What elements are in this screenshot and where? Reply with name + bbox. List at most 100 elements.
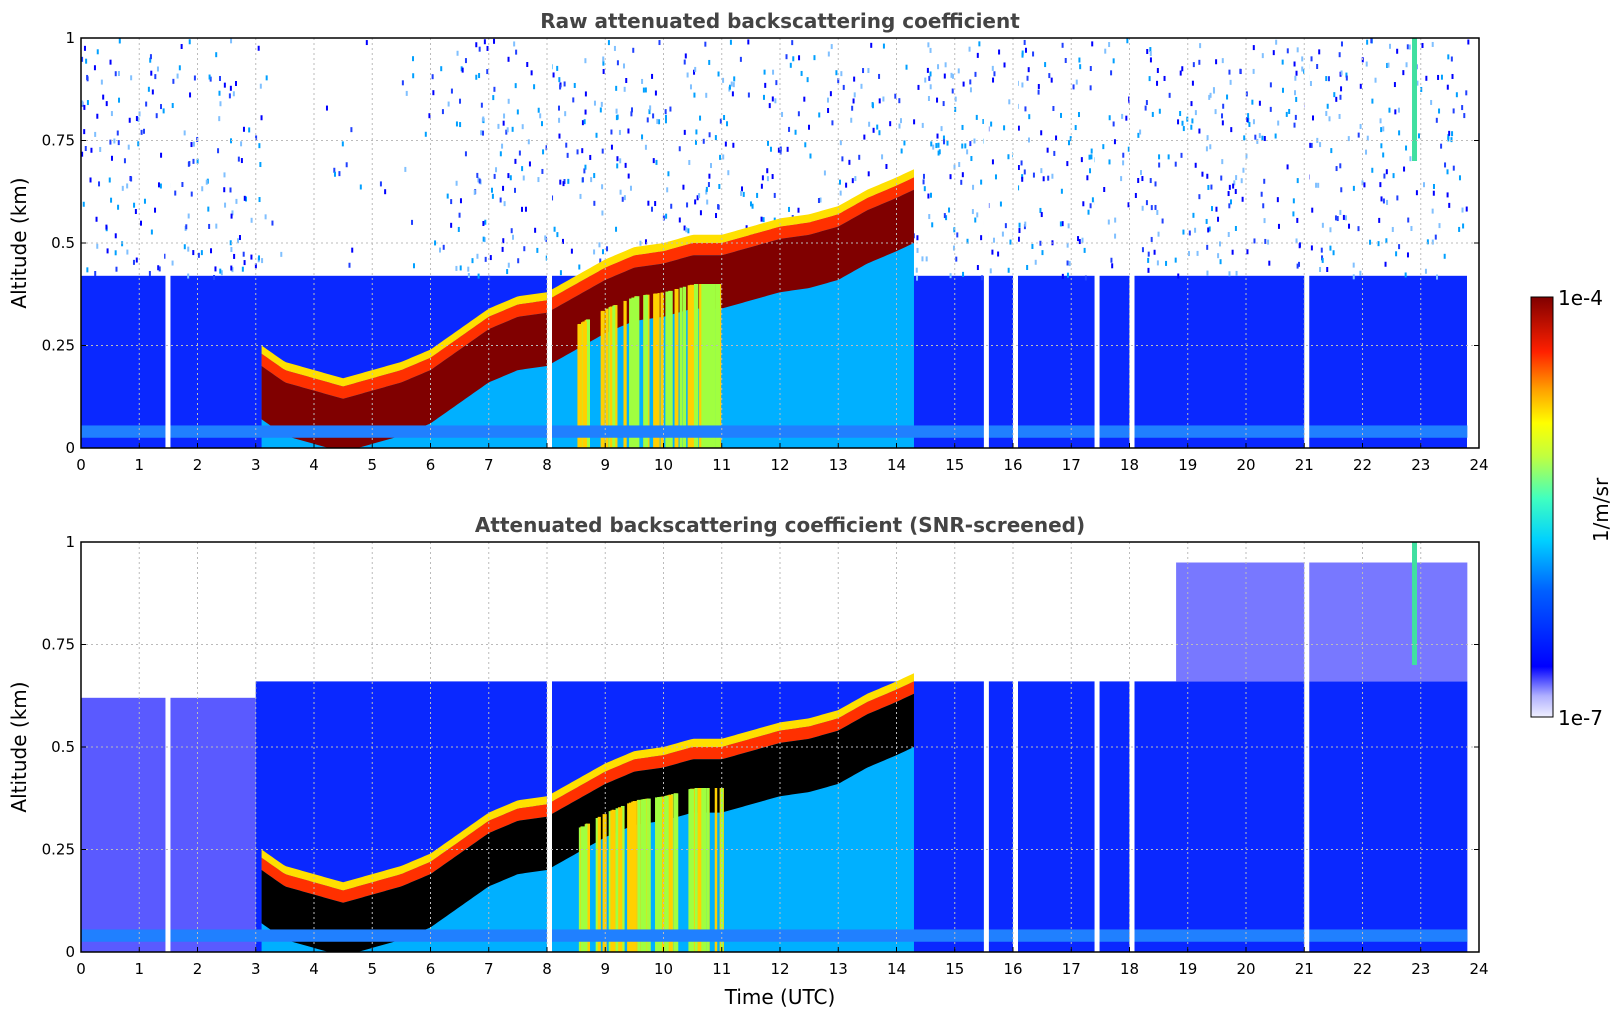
noise-pixel: [1325, 110, 1328, 116]
noise-pixel: [512, 234, 515, 240]
noise-pixel: [1121, 113, 1124, 119]
noise-pixel: [1382, 152, 1385, 158]
noise-pixel: [1024, 47, 1027, 53]
noise-pixel: [878, 73, 881, 79]
noise-pixel: [917, 84, 920, 90]
noise-pixel: [664, 109, 667, 115]
y-tick-label: 0.5: [51, 234, 75, 252]
noise-pixel: [1174, 161, 1177, 167]
noise-pixel: [233, 253, 236, 259]
noise-pixel: [942, 101, 945, 107]
noise-pixel: [558, 133, 561, 139]
noise-pixel: [1285, 111, 1288, 117]
noise-pixel: [878, 130, 881, 136]
noise-pixel: [1296, 178, 1299, 184]
chart-title: Attenuated backscattering coefficient (S…: [475, 513, 1085, 537]
noise-pixel: [1229, 79, 1232, 85]
noise-pixel: [1329, 245, 1332, 251]
noise-pixel: [1156, 260, 1159, 266]
noise-pixel: [749, 201, 752, 207]
noise-pixel: [1113, 139, 1116, 145]
noise-pixel: [689, 84, 692, 90]
noise-pixel: [1177, 119, 1180, 125]
noise-pixel: [929, 47, 932, 53]
noise-pixel: [1208, 94, 1211, 100]
x-tick-label: 19: [1178, 456, 1197, 474]
noise-pixel: [149, 57, 152, 63]
noise-pixel: [459, 122, 462, 128]
noise-pixel: [641, 134, 644, 140]
noise-pixel: [615, 226, 618, 232]
layer-edge-band: [261, 177, 914, 399]
noise-pixel: [478, 178, 481, 184]
noise-pixel: [563, 81, 566, 87]
surface-strip: [81, 929, 1468, 942]
noise-pixel: [1182, 126, 1185, 132]
signal-streak: [586, 319, 590, 448]
noise-pixel: [1048, 73, 1051, 79]
noise-pixel: [1269, 82, 1272, 88]
noise-pixel: [1067, 140, 1070, 146]
noise-pixel: [1211, 206, 1214, 212]
noise-pixel: [1021, 82, 1024, 88]
noise-pixel: [669, 106, 672, 112]
noise-pixel: [1039, 207, 1042, 213]
noise-pixel: [102, 94, 105, 100]
noise-pixel: [105, 224, 108, 230]
noise-pixel: [944, 62, 947, 68]
noise-pixel: [900, 148, 903, 154]
noise-pixel: [567, 178, 570, 184]
noise-pixel: [1009, 239, 1012, 245]
noise-pixel: [135, 257, 138, 263]
noise-pixel: [1069, 136, 1072, 142]
noise-pixel: [1267, 239, 1270, 245]
x-tick-label: 3: [251, 960, 261, 978]
x-tick-label: 0: [76, 960, 86, 978]
noise-pixel: [1026, 264, 1029, 270]
noise-pixel: [478, 73, 481, 79]
axis-ticks: 0 1 2 3 4 5 6 7 8 9 10 11 12 13 14 15 16 17 18 19 20 21 22 23 24…: [42, 533, 1489, 978]
noise-pixel: [644, 144, 647, 150]
noise-pixel: [530, 70, 533, 76]
noise-pixel: [473, 189, 476, 195]
noise-pixel: [946, 140, 949, 146]
noise-pixel: [1021, 176, 1024, 182]
noise-pixel: [704, 41, 707, 47]
noise-pixel: [457, 226, 460, 232]
noise-pixel: [870, 42, 873, 48]
noise-pixel: [223, 172, 226, 178]
colorbar-max-label: 1e-4: [1558, 286, 1603, 310]
noise-pixel: [1039, 240, 1042, 246]
noise-pixel: [852, 98, 855, 104]
noise-pixel: [441, 109, 444, 115]
noise-pixel: [652, 158, 655, 164]
noise-pixel: [84, 146, 87, 152]
noise-pixel: [1084, 275, 1087, 281]
noise-pixel: [1066, 260, 1069, 266]
colorbar-label: 1/m/sr: [1589, 477, 1613, 542]
signal-streak: [688, 285, 691, 448]
noise-pixel: [333, 167, 336, 173]
noise-pixel: [794, 129, 797, 135]
signal-streak: [701, 284, 706, 448]
noise-pixel: [1068, 261, 1071, 267]
backscatter-heatmap: [81, 38, 1470, 448]
noise-pixel: [961, 124, 964, 130]
noise-pixel: [593, 100, 596, 106]
noise-pixel: [507, 56, 510, 62]
noise-pixel: [188, 161, 191, 167]
noise-pixel: [1018, 222, 1021, 228]
noise-pixel: [250, 217, 253, 223]
noise-pixel: [1090, 148, 1093, 154]
noise-pixel: [1228, 184, 1231, 190]
signal-streak: [632, 801, 637, 952]
noise-pixel: [411, 219, 414, 225]
noise-pixel: [86, 74, 89, 80]
noise-pixel: [350, 127, 353, 133]
noise-pixel: [655, 159, 658, 165]
noise-pixel: [1340, 70, 1343, 76]
noise-pixel: [1430, 99, 1433, 105]
noise-pixel: [1017, 125, 1020, 131]
noise-pixel: [722, 154, 725, 160]
noise-pixel: [258, 143, 261, 149]
